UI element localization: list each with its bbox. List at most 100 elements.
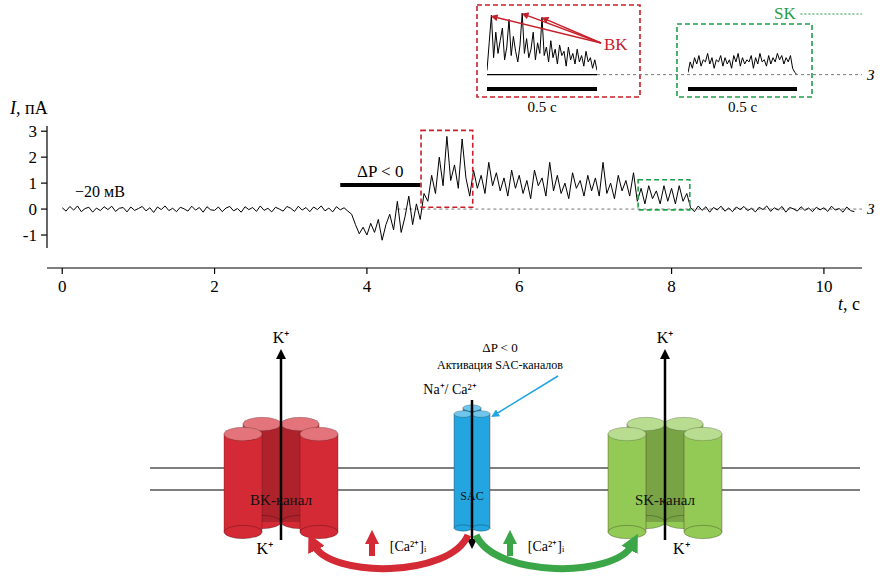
subunit-top-light [454,411,472,417]
holding-potential: −20 мВ [75,183,125,200]
bk-arrow [546,19,601,43]
subunit-top-light [224,427,262,440]
subunit-body [608,434,646,532]
subunit-shade [685,434,721,532]
calcium-rise-arrow [369,540,375,556]
subunit-top [608,427,646,440]
sk-level-line [800,14,862,15]
subunit-top [300,427,338,440]
y-tick [41,208,47,209]
x-tick [366,268,367,274]
bk-label: BK [604,35,628,54]
ion-label: K⁺ [256,540,273,557]
k-flux-arrow [280,356,283,540]
scale-bar [487,87,597,91]
subunit-top-light [472,411,490,417]
ion-label: K⁺ [673,540,690,557]
calcium-arrow-bk [314,535,468,569]
channel-subunit [472,411,490,531]
subunit-top-light [300,427,338,440]
x-tick [214,268,215,274]
scale-bar [688,87,797,91]
closed-level-label: З [867,201,875,217]
ion-label: K⁺ [273,329,290,346]
ion-label: K⁺ [657,329,674,346]
subunit-bottom [684,525,722,538]
subunit-bottom [300,525,338,538]
stimulus-arrow [496,376,558,414]
subunit-body [472,414,490,528]
calcium-label: [Ca²⁺]ᵢ [390,539,427,554]
y-axis [46,126,47,248]
x-axis [47,267,862,268]
calcium-label: [Ca²⁺]ᵢ [528,539,565,554]
plot-area [62,136,854,240]
figure: -10123I, пА0246810t, сЗΔP < 0−20 мВ0.5 с… [0,0,887,579]
channel-subunit [224,427,262,538]
subunit-top [224,427,262,440]
x-tick-label: 6 [515,277,524,296]
inset-plot-area [688,53,797,74]
calcium-rise-arrow [507,540,513,556]
x-tick-label: 10 [815,277,832,296]
subunit-bottom [224,525,262,538]
label-background [73,182,127,201]
subunit-top [472,411,490,417]
pressure-pulse-label: ΔP < 0 [357,162,403,181]
y-tick-label: 3 [29,122,38,141]
y-tick-label: 2 [29,148,38,167]
x-tick-label: 2 [210,277,219,296]
bk-arrow [526,15,601,43]
subunit-shade [455,414,471,528]
x-axis-title: t, с [838,294,860,314]
inset-box [477,5,640,97]
y-tick-label: 1 [29,174,38,193]
subunit-top [684,427,722,440]
subunit-bottom [454,525,472,531]
y-axis-title: I, пА [9,98,48,118]
channel-label: SK-канал [635,492,696,508]
ion-label: Na⁺/ Ca²⁺ [423,382,476,397]
channel-subunit [608,427,646,538]
inset-trace [688,53,797,74]
cation-flux-arrow [471,400,474,542]
subunit-body [684,434,722,532]
x-tick [823,268,824,274]
subunit-bottom [608,525,646,538]
channel-subunit [300,427,338,538]
zoom-box [638,180,690,210]
channel-label: BK-канал [250,492,312,508]
inset-closed-level-label: З [867,67,875,83]
current-trace [62,136,854,240]
y-tick [41,183,47,184]
subunit-top [454,411,472,417]
subunit-top-light [684,427,722,440]
x-tick [671,268,672,274]
scale-bar-label: 0.5 с [728,99,758,115]
subunit-body [224,434,262,532]
subunit-shade [301,434,337,532]
subunit-shade [609,434,645,532]
subunit-top-light [608,427,646,440]
zoom-box [421,130,473,207]
y-tick [41,234,47,235]
channel-label: SAC [460,489,483,503]
scale-bar-label: 0.5 с [527,99,557,115]
x-tick [62,268,63,274]
diagram: BK-канал K⁺ K⁺ SK-канал K⁺ K⁺ SAC Na⁺/ Ca²⁺ ΔP <… [150,329,860,569]
bk-arrow [495,17,601,43]
pressure-pulse-bar [340,183,420,187]
stimulus-label: ΔP < 0 [482,340,517,355]
stimulus-note: Активация SAC-каналов [437,358,563,372]
inset-baseline [487,74,597,75]
x-tick-label: 8 [667,277,676,296]
y-tick-label: -1 [23,226,37,245]
subunit-body [300,434,338,532]
subunit-bottom [472,525,490,531]
label-part: , пА [16,98,48,118]
channel-subunit [454,411,472,531]
y-tick [41,131,47,132]
y-tick-label: 0 [29,200,38,219]
sk-label: SK [774,4,796,23]
subunit-shade [225,434,261,532]
